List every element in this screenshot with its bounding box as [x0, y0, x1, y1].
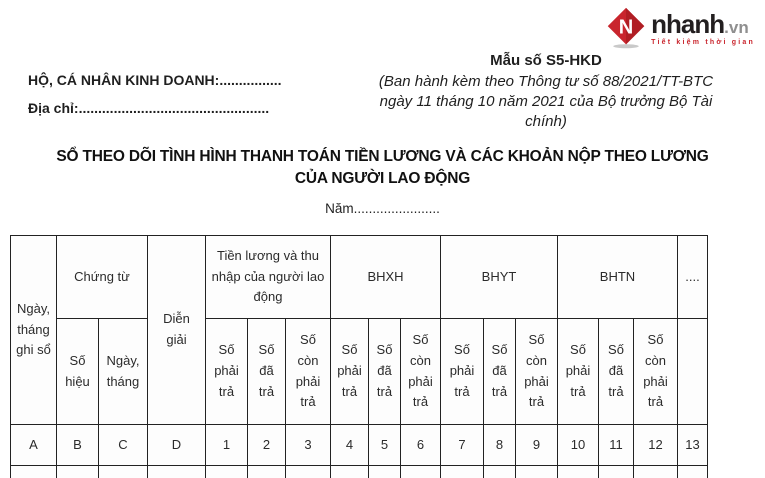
- th-voucher-group: Chứng từ: [56, 235, 148, 319]
- logo-domain-text: .vn: [724, 18, 749, 37]
- document-title: SỔ THEO DÕI TÌNH HÌNH THANH TOÁN TIỀN LƯ…: [0, 146, 765, 190]
- th-amount-remaining: Số còn phải trả: [400, 318, 441, 425]
- th-amount-payable: Số phải trả: [205, 318, 248, 425]
- owner-name-field: HỘ, CÁ NHÂN KINH DOANH:................: [28, 72, 282, 88]
- issuance-note-line: ngày 11 tháng 10 năm 2021 của Bộ trưởng …: [379, 93, 713, 110]
- empty-row-cell: [56, 465, 99, 478]
- empty-row-cell: [247, 465, 286, 478]
- th-bhtn-group: BHTN: [557, 235, 678, 319]
- th-date-recorded: Ngày, tháng ghi sổ: [10, 235, 57, 425]
- index-cell: A: [10, 424, 57, 466]
- th-etc: ....: [677, 235, 708, 319]
- ledger-table-wrap: Ngày, tháng ghi sổ Chứng từ Diễn giải Ti…: [10, 235, 708, 478]
- index-cell: 9: [515, 424, 558, 466]
- index-cell: 10: [557, 424, 599, 466]
- owner-block: HỘ, CÁ NHÂN KINH DOANH:................ …: [28, 72, 282, 128]
- empty-row-cell: [557, 465, 599, 478]
- empty-row-cell: [98, 465, 148, 478]
- index-cell: 4: [330, 424, 369, 466]
- issuance-note-line: chính): [525, 113, 567, 130]
- empty-row-cell: [598, 465, 634, 478]
- index-cell: B: [56, 424, 99, 466]
- th-amount-paid: Số đã trả: [598, 318, 634, 425]
- document-title-line1: SỔ THEO DÕI TÌNH HÌNH THANH TOÁN TIỀN LƯ…: [56, 148, 709, 165]
- issuance-note: (Ban hành kèm theo Thông tư số 88/2021/T…: [332, 72, 760, 132]
- document-title-line2: CỦA NGƯỜI LAO ĐỘNG: [294, 170, 471, 187]
- th-amount-paid: Số đã trả: [368, 318, 401, 425]
- index-cell: 3: [285, 424, 331, 466]
- empty-row-cell: [633, 465, 678, 478]
- index-cell: 11: [598, 424, 634, 466]
- year-field: Năm.......................: [325, 201, 440, 216]
- empty-row-cell: [330, 465, 369, 478]
- logo-wordmark: nhanh .vn: [651, 11, 755, 37]
- th-amount-remaining: Số còn phải trả: [633, 318, 678, 425]
- logo-text-block: nhanh .vn Tiết kiệm thời gian: [651, 7, 755, 46]
- issuance-note-line: (Ban hành kèm theo Thông tư số 88/2021/T…: [378, 73, 714, 90]
- form-number-block: Mẫu số S5-HKD (Ban hành kèm theo Thông t…: [332, 52, 760, 132]
- empty-row-cell: [10, 465, 57, 478]
- th-etc-sub: [677, 318, 708, 425]
- index-cell: 7: [440, 424, 484, 466]
- index-cell: 12: [633, 424, 678, 466]
- empty-row-cell: [368, 465, 401, 478]
- nhanh-logo: N nhanh .vn Tiết kiệm thời gian: [605, 7, 755, 49]
- form-code: Mẫu số S5-HKD: [490, 52, 602, 69]
- th-amount-paid: Số đã trả: [483, 318, 516, 425]
- empty-row-cell: [677, 465, 708, 478]
- th-amount-remaining: Số còn phải trả: [515, 318, 558, 425]
- th-amount-payable: Số phải trả: [440, 318, 484, 425]
- empty-row-cell: [285, 465, 331, 478]
- empty-row-cell: [483, 465, 516, 478]
- index-cell: 5: [368, 424, 401, 466]
- th-amount-remaining: Số còn phải trả: [285, 318, 331, 425]
- index-cell: 6: [400, 424, 441, 466]
- empty-row-cell: [515, 465, 558, 478]
- th-bhyt-group: BHYT: [440, 235, 558, 319]
- index-cell: 8: [483, 424, 516, 466]
- index-cell: 2: [247, 424, 286, 466]
- ledger-table: Ngày, tháng ghi sổ Chứng từ Diễn giải Ti…: [10, 235, 708, 478]
- address-field: Địa chỉ:................................…: [28, 100, 270, 116]
- svg-text:N: N: [619, 16, 634, 38]
- th-description: Diễn giải: [147, 235, 206, 425]
- empty-row-cell: [440, 465, 484, 478]
- nhanh-n-diamond-icon: N: [607, 7, 645, 49]
- th-voucher-number: Số hiệu: [56, 318, 99, 425]
- th-voucher-date: Ngày, tháng: [98, 318, 148, 425]
- index-cell: 13: [677, 424, 708, 466]
- empty-row-cell: [147, 465, 206, 478]
- index-cell: 1: [205, 424, 248, 466]
- index-cell: D: [147, 424, 206, 466]
- logo-brand-text: nhanh: [651, 9, 725, 39]
- empty-row-cell: [400, 465, 441, 478]
- logo-tagline: Tiết kiệm thời gian: [651, 39, 755, 46]
- th-amount-payable: Số phải trả: [557, 318, 599, 425]
- th-bhxh-group: BHXH: [330, 235, 441, 319]
- th-amount-paid: Số đã trả: [247, 318, 286, 425]
- th-amount-payable: Số phải trả: [330, 318, 369, 425]
- th-salary-income-group: Tiền lương và thu nhập của người lao độn…: [205, 235, 331, 319]
- index-cell: C: [98, 424, 148, 466]
- empty-row-cell: [205, 465, 248, 478]
